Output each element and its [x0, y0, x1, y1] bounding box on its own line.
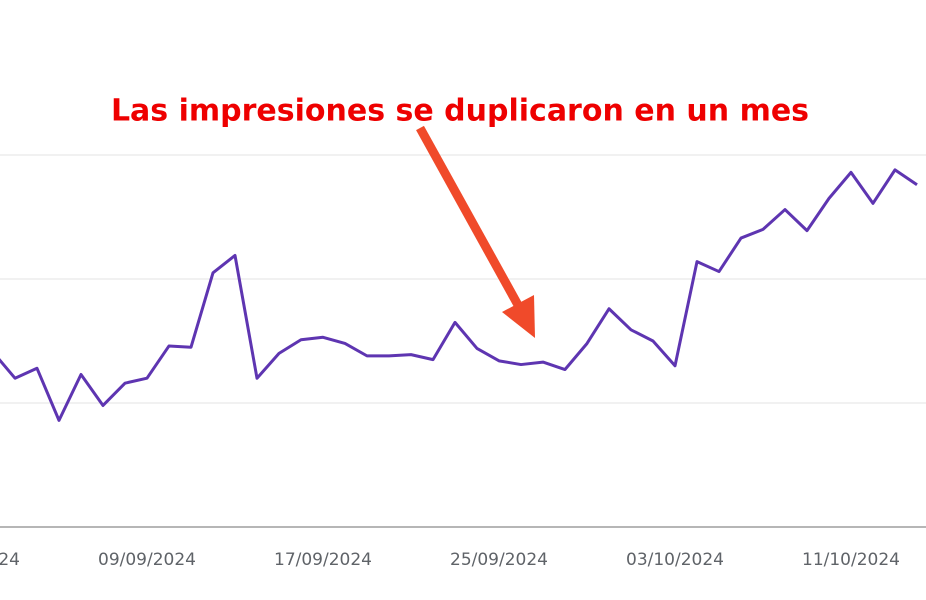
x-tick-label: 01/09/2024 [0, 550, 20, 570]
x-tick-label: 11/10/2024 [802, 550, 900, 570]
x-tick-label: 25/09/2024 [450, 550, 548, 570]
annotation: Las impresiones se duplicaron en un mes [111, 94, 809, 129]
arrow [416, 125, 535, 338]
grid [0, 154, 926, 404]
arrow-shaft [416, 125, 522, 308]
plot [0, 168, 918, 422]
line [0, 168, 918, 422]
x-tick-label: 17/09/2024 [274, 550, 372, 570]
x-labels: 01/09/2024 09/09/2024 17/09/2024 25/09/2024… [0, 550, 900, 570]
arrow-head [502, 295, 535, 338]
x-tick-label: 09/09/2024 [98, 550, 196, 570]
x-tick-label: 03/10/2024 [626, 550, 724, 570]
